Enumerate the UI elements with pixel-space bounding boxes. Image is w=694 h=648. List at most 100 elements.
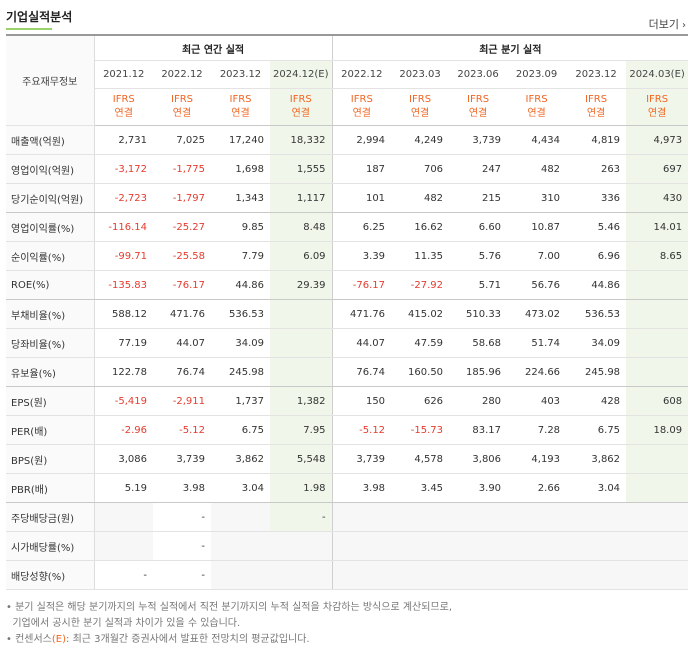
- table-cell: 150: [332, 386, 392, 416]
- table-cell: 3.04: [566, 473, 627, 503]
- table-row: 순이익률(%) -99.71 -25.58 7.79 6.09 3.39 11.35 5.76…: [6, 241, 689, 271]
- row-label: 유보율(%): [6, 357, 95, 387]
- column-ifrs: IFRS 연결: [626, 88, 689, 126]
- table-cell: 626: [391, 386, 450, 416]
- table-cell: 430: [626, 183, 689, 213]
- table-cell: 11.35: [391, 241, 450, 271]
- table-cell: [449, 502, 508, 532]
- footnote-3-prefix: 컨센서스: [15, 634, 52, 645]
- table-cell: 3,086: [94, 444, 153, 474]
- consolidated-label: 연결: [291, 108, 310, 119]
- table-row: 당좌비율(%) 77.19 44.07 34.09 44.07 47.59 58.68 51.…: [6, 328, 689, 358]
- more-label: 더보기: [648, 18, 679, 31]
- table-row: 주당배당금(원) - -: [6, 502, 689, 532]
- table-row: ROE(%) -135.83 -76.17 44.86 29.39 -76.17 -27.9…: [6, 270, 689, 300]
- table-cell: -5.12: [332, 415, 392, 445]
- table-cell: 4,578: [391, 444, 450, 474]
- table-cell: 3,862: [211, 444, 270, 474]
- column-ifrs: IFRS 연결: [270, 88, 333, 126]
- table-cell: 2.66: [507, 473, 567, 503]
- ifrs-label: IFRS: [289, 94, 312, 105]
- row-label: 영업이익(억원): [6, 154, 95, 184]
- financial-table: 주요재무정보 최근 연간 실적 최근 분기 실적 2021.12 2022.12 2…: [6, 34, 689, 590]
- table-cell: [391, 531, 450, 561]
- table-cell: 706: [391, 154, 450, 184]
- column-ifrs: IFRS 연결: [94, 88, 153, 126]
- table-cell: 608: [626, 386, 689, 416]
- consolidated-label: 연결: [231, 108, 250, 119]
- column-ifrs: IFRS 연결: [566, 88, 627, 126]
- row-label: 배당성향(%): [6, 560, 95, 590]
- table-cell: 14.01: [626, 212, 689, 242]
- table-cell: 310: [507, 183, 567, 213]
- table-cell: 44.07: [153, 328, 211, 358]
- table-cell: 473.02: [507, 299, 567, 329]
- table-cell: 536.53: [566, 299, 627, 329]
- footnote-3-em: (E): [51, 634, 67, 645]
- table-cell: 6.60: [449, 212, 508, 242]
- table-cell: 247: [449, 154, 508, 184]
- table-cell: -2,911: [153, 386, 211, 416]
- table-cell: 471.76: [332, 299, 392, 329]
- table-cell: 7.00: [507, 241, 567, 271]
- table-cell: [449, 560, 508, 590]
- table-cell: 536.53: [211, 299, 270, 329]
- table-cell: 56.76: [507, 270, 567, 300]
- table-cell: -: [153, 531, 211, 561]
- table-cell: 5.76: [449, 241, 508, 271]
- table-cell: 7.79: [211, 241, 270, 271]
- table-cell: [270, 328, 333, 358]
- column-ifrs: IFRS 연결: [507, 88, 567, 126]
- footnote-1: • 분기 실적은 해당 분기까지의 누적 실적에서 직전 분기까지의 누적 실적…: [6, 602, 453, 613]
- ifrs-label: IFRS: [350, 94, 373, 105]
- table-cell: -5.12: [153, 415, 211, 445]
- column-date: 2023.12: [566, 60, 627, 89]
- table-cell: 47.59: [391, 328, 450, 358]
- table-cell: 58.68: [449, 328, 508, 358]
- row-label: 당기순이익(억원): [6, 183, 95, 213]
- more-link[interactable]: 더보기 ›: [649, 16, 686, 32]
- table-cell: 697: [626, 154, 689, 184]
- table-cell: [270, 560, 333, 590]
- table-row: 배당성향(%) - -: [6, 560, 689, 590]
- table-cell: [566, 531, 627, 561]
- consolidated-label: 연결: [527, 108, 546, 119]
- table-row: 부채비율(%) 588.12 471.76 536.53 471.76 415.02 510…: [6, 299, 689, 329]
- table-cell: 3,739: [332, 444, 392, 474]
- table-cell: 8.65: [626, 241, 689, 271]
- table-cell: 76.74: [332, 357, 392, 387]
- table-cell: 77.19: [94, 328, 153, 358]
- table-cell: 7.95: [270, 415, 333, 445]
- column-ifrs: IFRS 연결: [211, 88, 270, 126]
- table-cell: 16.62: [391, 212, 450, 242]
- table-cell: 34.09: [566, 328, 627, 358]
- table-cell: 1,117: [270, 183, 333, 213]
- table-cell: 428: [566, 386, 627, 416]
- column-ifrs: IFRS 연결: [391, 88, 450, 126]
- table-cell: 101: [332, 183, 392, 213]
- table-cell: 482: [391, 183, 450, 213]
- table-row: EPS(원) -5,419 -2,911 1,737 1,382 150 626 280 403…: [6, 386, 689, 416]
- column-date: 2021.12: [94, 60, 153, 89]
- column-date: 2023.09: [507, 60, 567, 89]
- row-label: 주당배당금(원): [6, 502, 95, 532]
- table-cell: 3.90: [449, 473, 508, 503]
- table-cell: 510.33: [449, 299, 508, 329]
- table-cell: 1,737: [211, 386, 270, 416]
- ifrs-label: IFRS: [112, 94, 135, 105]
- table-cell: [332, 531, 392, 561]
- table-cell: 1,555: [270, 154, 333, 184]
- table-cell: [211, 560, 270, 590]
- table-cell: [94, 531, 153, 561]
- table-cell: 482: [507, 154, 567, 184]
- table-cell: 6.75: [211, 415, 270, 445]
- row-label: BPS(원): [6, 444, 95, 474]
- consolidated-label: 연결: [410, 108, 430, 119]
- table-cell: -135.83: [94, 270, 153, 300]
- row-label: 영업이익률(%): [6, 212, 95, 242]
- consolidated-label: 연결: [468, 108, 488, 119]
- table-cell: 8.48: [270, 212, 333, 242]
- table-cell: [507, 531, 567, 561]
- footnote-3: • 컨센서스(E): 최근 3개월간 증권사에서 발표한 전망치의 평균값입니다…: [6, 634, 310, 645]
- table-cell: -76.17: [153, 270, 211, 300]
